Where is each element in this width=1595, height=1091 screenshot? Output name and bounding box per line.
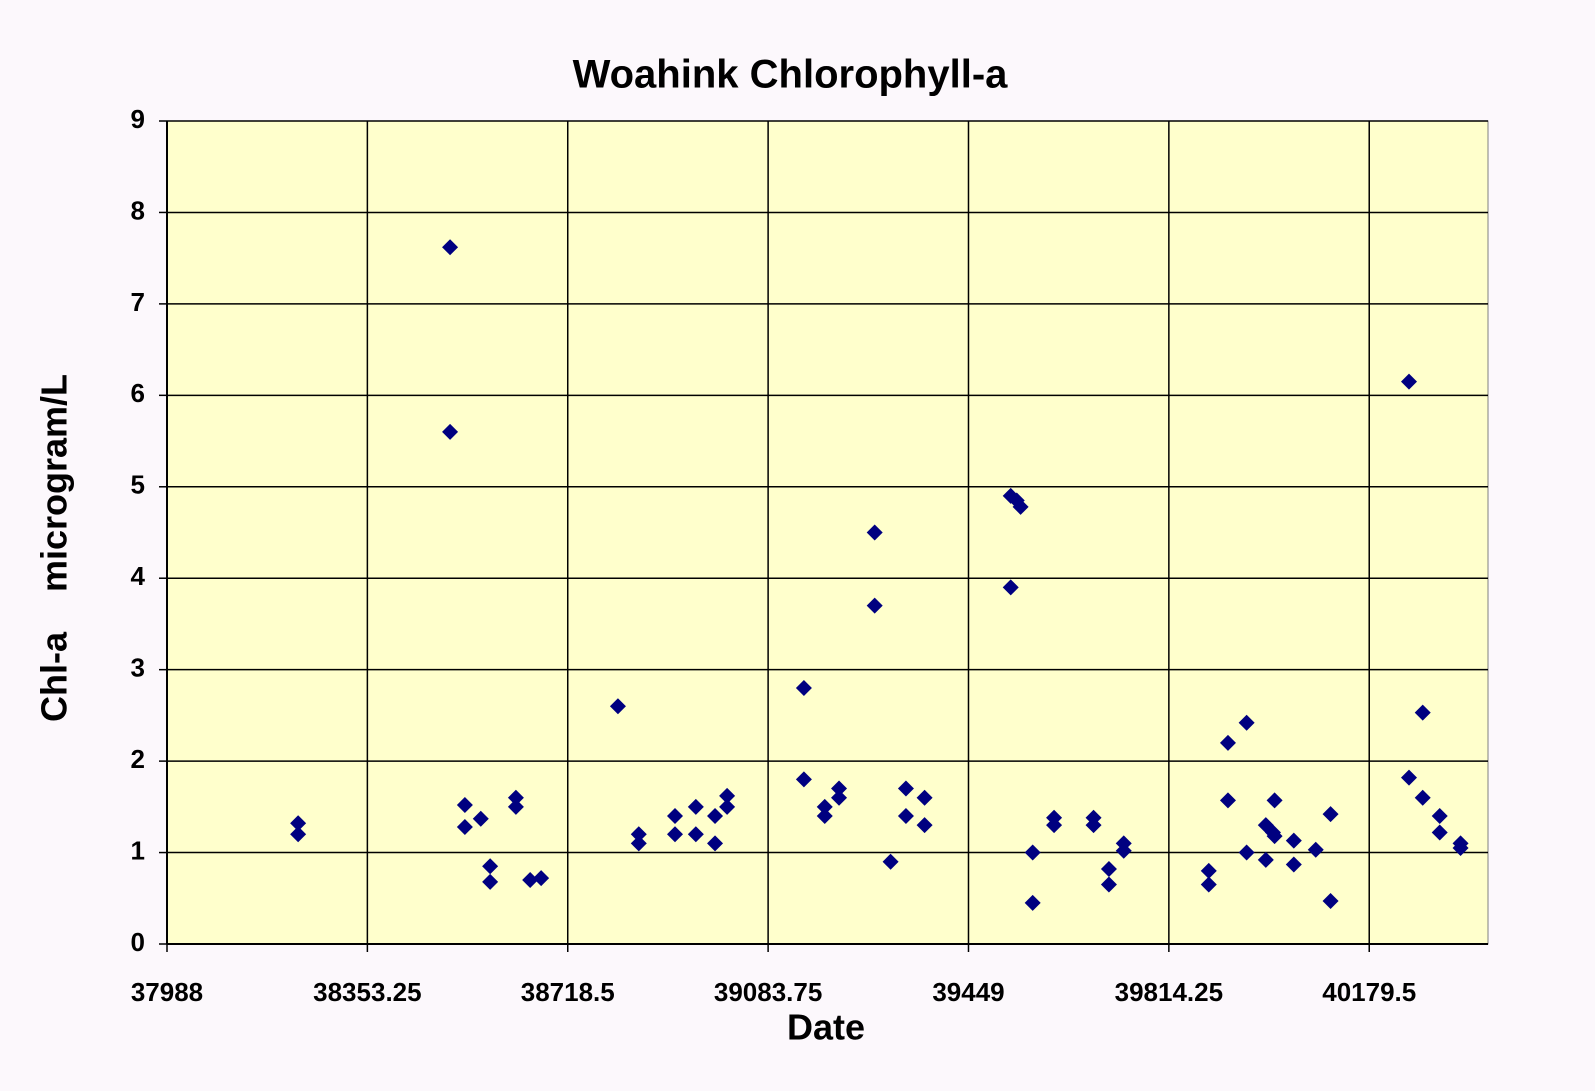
data-point — [1200, 876, 1217, 893]
x-tick-label: 39449 — [932, 977, 1004, 1007]
data-point — [1024, 894, 1041, 911]
x-tick-label: 39814.25 — [1115, 977, 1223, 1007]
data-point — [472, 810, 489, 827]
data-point — [1085, 817, 1102, 834]
data-point — [290, 826, 307, 843]
x-tick-label: 40179.5 — [1322, 977, 1416, 1007]
data-point — [666, 826, 683, 843]
data-point — [1002, 579, 1019, 596]
data-point — [507, 798, 524, 815]
y-tick-label: 3 — [131, 653, 145, 683]
chart-title: Woahink Chlorophyll-a — [573, 53, 1009, 97]
data-point — [687, 826, 704, 843]
data-point — [1100, 861, 1117, 878]
data-point — [882, 853, 899, 870]
data-point — [290, 815, 307, 832]
data-point — [456, 797, 473, 814]
data-point — [1322, 893, 1339, 910]
data-point — [666, 807, 683, 824]
data-point — [866, 524, 883, 541]
y-tick-label: 5 — [131, 470, 145, 500]
data-point — [897, 807, 914, 824]
y-tick-label: 2 — [131, 744, 145, 774]
data-point — [1322, 806, 1339, 823]
data-point — [816, 798, 833, 815]
data-point — [630, 835, 647, 852]
data-point — [1285, 856, 1302, 873]
data-point — [482, 858, 499, 875]
data-point — [1266, 828, 1283, 845]
data-point — [1100, 876, 1117, 893]
data-point — [1452, 839, 1469, 856]
data-point — [1401, 373, 1418, 390]
data-point — [795, 679, 812, 696]
data-point — [831, 780, 848, 797]
data-point — [1401, 769, 1418, 786]
data-point — [1046, 817, 1063, 834]
y-tick-label: 7 — [131, 287, 145, 317]
y-tick-label: 1 — [131, 835, 145, 865]
data-point — [1285, 832, 1302, 849]
data-point — [1012, 498, 1029, 515]
x-tick-label: 38718.5 — [521, 977, 615, 1007]
data-point — [522, 871, 539, 888]
data-point — [442, 423, 459, 440]
y-tick-label: 4 — [131, 561, 146, 591]
data-point — [719, 787, 736, 804]
data-point — [687, 798, 704, 815]
data-point — [507, 789, 524, 806]
y-tick-label: 6 — [131, 378, 145, 408]
data-point — [482, 873, 499, 890]
data-point — [1307, 841, 1324, 858]
data-point — [1024, 844, 1041, 861]
x-tick-label: 38353.25 — [313, 977, 421, 1007]
data-point — [533, 870, 550, 887]
data-point — [442, 239, 459, 256]
data-point — [456, 818, 473, 835]
data-point — [1219, 792, 1236, 809]
data-point — [707, 807, 724, 824]
data-point — [1238, 844, 1255, 861]
data-point — [1257, 851, 1274, 868]
data-point — [1266, 792, 1283, 809]
data-point — [816, 807, 833, 824]
data-point — [795, 771, 812, 788]
data-point — [1431, 824, 1448, 841]
data-point — [1238, 714, 1255, 731]
data-point — [609, 698, 626, 715]
x-tick-label: 39083.75 — [714, 977, 822, 1007]
x-tick-label: 37988 — [131, 977, 203, 1007]
data-point — [1115, 842, 1132, 859]
data-point — [916, 817, 933, 834]
data-point — [1200, 862, 1217, 879]
data-point — [1414, 789, 1431, 806]
y-tick-label: 9 — [131, 104, 145, 134]
data-point — [866, 597, 883, 614]
y-axis-label: Chl-a microgram/L — [34, 374, 75, 722]
data-point — [897, 780, 914, 797]
data-point — [831, 789, 848, 806]
data-point — [1431, 807, 1448, 824]
data-point — [719, 798, 736, 815]
data-point — [707, 835, 724, 852]
x-axis-label: Date — [787, 1007, 865, 1048]
data-point — [1219, 734, 1236, 751]
y-tick-label: 8 — [131, 195, 145, 225]
data-point — [630, 826, 647, 843]
data-point — [1414, 704, 1431, 721]
y-tick-label: 0 — [131, 927, 145, 957]
data-point — [916, 789, 933, 806]
